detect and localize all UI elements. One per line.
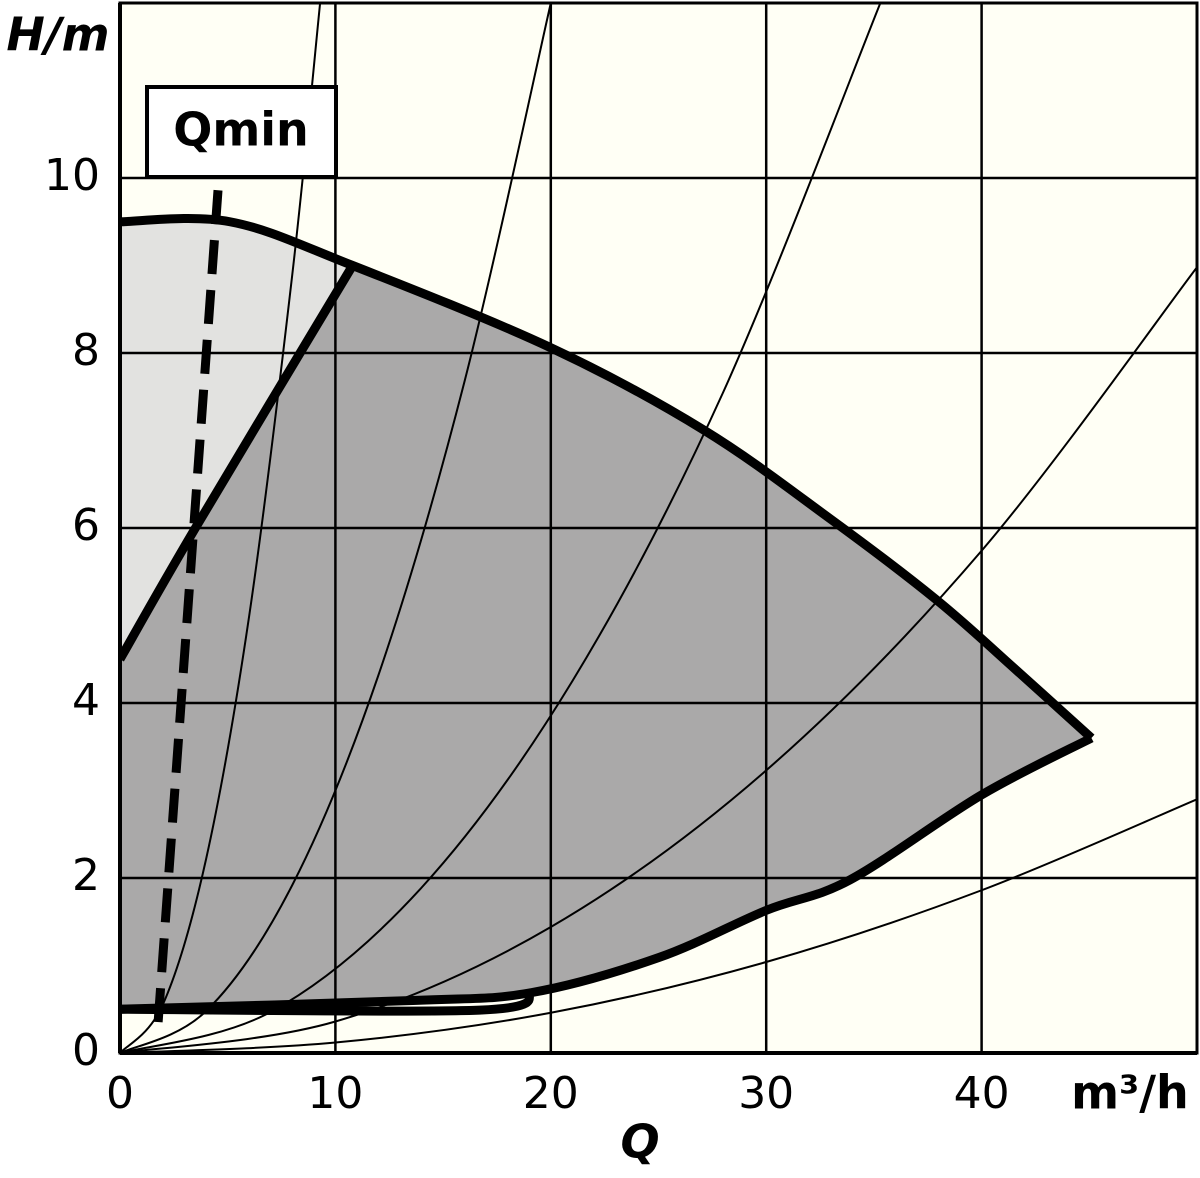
y-tick-label: 0: [72, 1025, 100, 1076]
y-tick-label: 4: [72, 675, 100, 726]
system-curve: [120, 3, 552, 1053]
grid: [118, 1, 1199, 1055]
x-axis-label: Q: [620, 1115, 659, 1169]
system-curve: [120, 3, 322, 1053]
lines: [120, 3, 1197, 1053]
y-tick-label: 6: [72, 500, 100, 551]
limit-curve: [120, 734, 1094, 1014]
qmin-label: Qmin: [145, 85, 338, 179]
x-tick-label: 20: [523, 1068, 579, 1119]
y-axis-label: H/m: [6, 8, 109, 62]
operating-area: [120, 265, 1092, 1010]
x-tick-label: 40: [954, 1068, 1010, 1119]
y-tick-label: 8: [72, 325, 100, 376]
label-box: [145, 85, 338, 179]
annotation: Qmin: [173, 103, 309, 157]
system-curve: [120, 266, 1197, 1053]
limit-curve: [120, 214, 1095, 742]
limit-curve: [120, 988, 535, 1016]
y-tick-label: 2: [72, 850, 100, 901]
x-axis-unit: m³/h: [1071, 1066, 1189, 1120]
qmin-line: [153, 189, 223, 1026]
y-tick-label: 10: [44, 150, 100, 201]
x-tick-label: 30: [738, 1068, 794, 1119]
x-tick-label: 0: [106, 1068, 134, 1119]
limit-curve: [120, 263, 357, 662]
x-tick-label: 10: [307, 1068, 363, 1119]
system-curve: [120, 798, 1197, 1053]
